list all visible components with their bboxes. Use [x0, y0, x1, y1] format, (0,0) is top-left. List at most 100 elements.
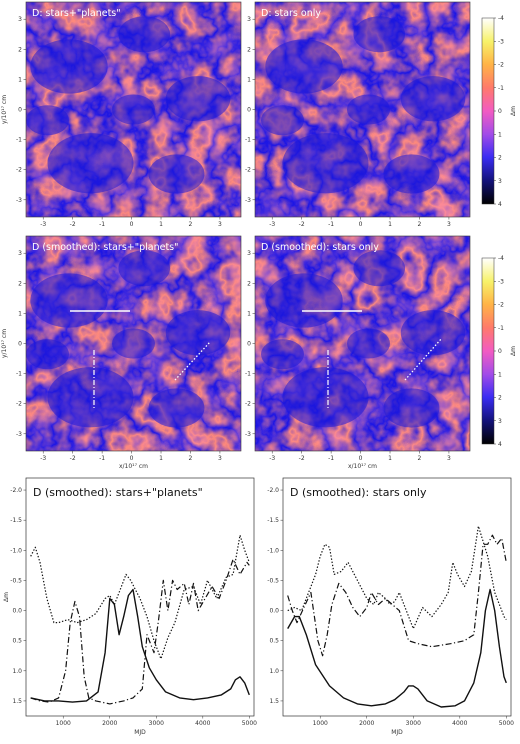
colorbar-label: Δm: [510, 346, 517, 356]
x-tick-label: -3: [40, 221, 46, 228]
map-demag-region: [347, 94, 390, 125]
series-line-solid: [30, 588, 250, 703]
map-demag-region: [118, 250, 171, 287]
lightcurve-chart-0: D (smoothed): stars+"planets" 1000 2000 300…: [3, 477, 257, 736]
x-axis-label: MJD: [391, 729, 403, 736]
map-panel-1: D: stars only -3 -2 -1 0 1 2 3 3 2 1 0 -1 -2 -3: [245, 1, 471, 228]
y-tick-label: 1.0: [12, 668, 22, 675]
x-tick-label: 5000: [242, 720, 257, 727]
colorbar-tick-label: -2: [498, 302, 504, 309]
y-tick-label: 1.5: [269, 698, 279, 705]
colorbar-bottom: -4 -3 -2 -1 0 1 2 3 4 Δm: [481, 255, 517, 448]
x-tick-label: -1: [99, 221, 105, 228]
x-tick-label: 1: [159, 455, 163, 462]
y-tick-label: -3: [245, 431, 251, 438]
x-tick-label: 3000: [149, 720, 164, 727]
y-tick-label: 1.0: [269, 668, 279, 675]
map-demag-region: [26, 105, 69, 136]
y-tick-label: -2: [16, 167, 22, 174]
map-panel-2: D (smoothed): stars+"planets" -3 -2 -1 0 1 2 3 3…: [1, 235, 242, 470]
x-tick-label: 1000: [56, 720, 71, 727]
map-panel-0: D: stars+"planets" -3 -2 -1 0 1 2 3 3 2 1 0 -1 -2 -3 y/…: [1, 1, 242, 228]
y-tick-label: 0.0: [12, 608, 22, 615]
y-tick-label: -1: [16, 137, 22, 144]
x-tick-label: 4000: [452, 720, 467, 727]
x-axis-label: MJD: [134, 729, 146, 736]
map-demag-region: [282, 133, 369, 194]
map-title: D (smoothed): stars+"planets": [32, 242, 179, 253]
x-tick-label: 1: [388, 221, 392, 228]
x-tick-label: 0: [359, 221, 363, 228]
x-tick-label: 2: [418, 455, 422, 462]
x-tick-label: 5000: [499, 720, 514, 727]
y-tick-label: 1.5: [12, 698, 22, 705]
colorbar-tick-label: -4: [498, 255, 504, 262]
map-demag-region: [353, 250, 406, 287]
map-demag-region: [148, 388, 205, 428]
y-tick-label: -3: [16, 431, 22, 438]
y-tick-label: -2: [245, 167, 251, 174]
colorbar-tick-label: -3: [498, 278, 504, 285]
map-demag-region: [30, 39, 108, 94]
track-overlays: [70, 310, 443, 408]
colorbar-tick-label: 4: [498, 201, 502, 208]
x-tick-label: 2: [189, 455, 193, 462]
y-tick-label: 0: [18, 341, 22, 348]
x-tick-label: 0: [359, 455, 363, 462]
colorbar-tick-label: 1: [498, 371, 502, 378]
colorbar-tick-label: 2: [498, 155, 502, 162]
map-demag-region: [112, 94, 155, 125]
x-tick-label: 2000: [102, 720, 117, 727]
x-tick-label: -3: [40, 455, 46, 462]
map-demag-region: [265, 39, 343, 94]
colorbar-top: -4 -3 -2 -1 0 1 2 3 4 Δm: [481, 15, 517, 208]
y-tick-label: -0.5: [10, 577, 22, 584]
map-title: D (smoothed): stars only: [261, 242, 379, 253]
map-demag-region: [265, 273, 343, 328]
map-demag-region: [353, 16, 406, 53]
y-tick-label: -1: [245, 371, 251, 378]
x-axis-label: x/10¹⁷ cm: [348, 463, 377, 470]
colorbar-tick-label: 1: [498, 131, 502, 138]
x-axis-label: x/10¹⁷ cm: [119, 463, 148, 470]
colorbar-scale: [481, 257, 495, 445]
x-tick-label: 0: [130, 455, 134, 462]
y-tick-label: 3: [247, 250, 251, 257]
chart-title: D (smoothed): stars only: [290, 486, 427, 499]
map-demag-region: [165, 310, 231, 356]
y-tick-label: -2.0: [267, 487, 279, 494]
map-demag-region: [261, 105, 304, 136]
y-tick-label: 0: [247, 107, 251, 114]
colorbar-tick-label: -2: [498, 62, 504, 69]
colorbar-tick-label: 3: [498, 178, 502, 185]
colorbar-tick-label: 2: [498, 395, 502, 402]
x-tick-label: -2: [70, 221, 76, 228]
x-tick-label: -1: [328, 455, 334, 462]
map-demag-region: [400, 310, 466, 356]
y-tick-label: -2.0: [10, 487, 22, 494]
x-tick-label: 3: [447, 455, 451, 462]
x-tick-label: -1: [99, 455, 105, 462]
y-tick-label: 0.5: [12, 638, 22, 645]
y-tick-label: 1: [18, 310, 22, 317]
x-tick-label: 2: [418, 221, 422, 228]
y-tick-label: 0.0: [269, 608, 279, 615]
x-tick-label: 3: [218, 221, 222, 228]
map-demag-region: [282, 367, 369, 428]
map-demag-region: [30, 273, 108, 328]
x-tick-label: -3: [269, 221, 275, 228]
lightcurve-chart-1: D (smoothed): stars only 1000 2000 3000 4000…: [267, 477, 514, 736]
colorbar-tick-label: -4: [498, 15, 504, 22]
map-demag-region: [26, 339, 69, 370]
y-tick-label: -1: [245, 137, 251, 144]
map-demag-region: [383, 154, 440, 194]
y-axis-label: y/10¹⁷ cm: [1, 329, 8, 358]
x-tick-label: 4000: [195, 720, 210, 727]
track-dotted-left: [174, 341, 211, 381]
y-tick-label: 2: [18, 280, 22, 287]
y-tick-label: -1.0: [267, 547, 279, 554]
y-tick-label: 1: [247, 310, 251, 317]
colorbar-scale: [481, 17, 495, 205]
x-tick-label: 3: [218, 455, 222, 462]
series-line-solid: [287, 588, 507, 708]
